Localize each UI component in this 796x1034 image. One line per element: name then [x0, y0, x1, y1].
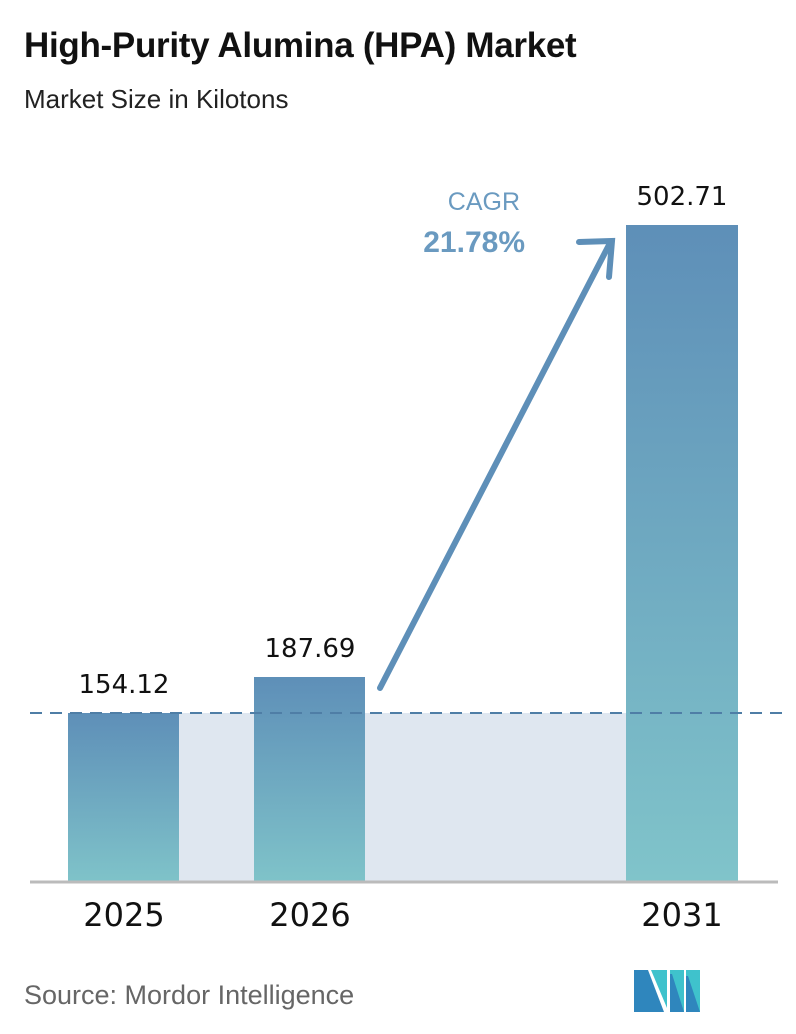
bar-label-2031: 502.71 [636, 182, 728, 212]
source-text: Source: Mordor Intelligence [24, 980, 355, 1010]
chart-title: High-Purity Alumina (HPA) Market [24, 26, 577, 65]
cagr-value: 21.78% [423, 226, 525, 259]
mordor-intelligence-logo-icon [634, 970, 700, 1012]
bar-2031 [626, 225, 738, 882]
x-tick-2031: 2031 [641, 896, 723, 934]
bar-2025 [68, 713, 179, 882]
x-tick-2025: 2025 [83, 896, 165, 934]
bar-label-2025: 154.12 [78, 670, 170, 700]
chart-subtitle: Market Size in Kilotons [24, 84, 289, 114]
x-tick-2026: 2026 [269, 896, 351, 934]
cagr-arrow-icon [377, 237, 616, 691]
reference-band [179, 713, 626, 882]
cagr-label: CAGR [447, 188, 520, 216]
bar-2026 [254, 677, 365, 882]
bar-label-2026: 187.69 [264, 634, 356, 664]
